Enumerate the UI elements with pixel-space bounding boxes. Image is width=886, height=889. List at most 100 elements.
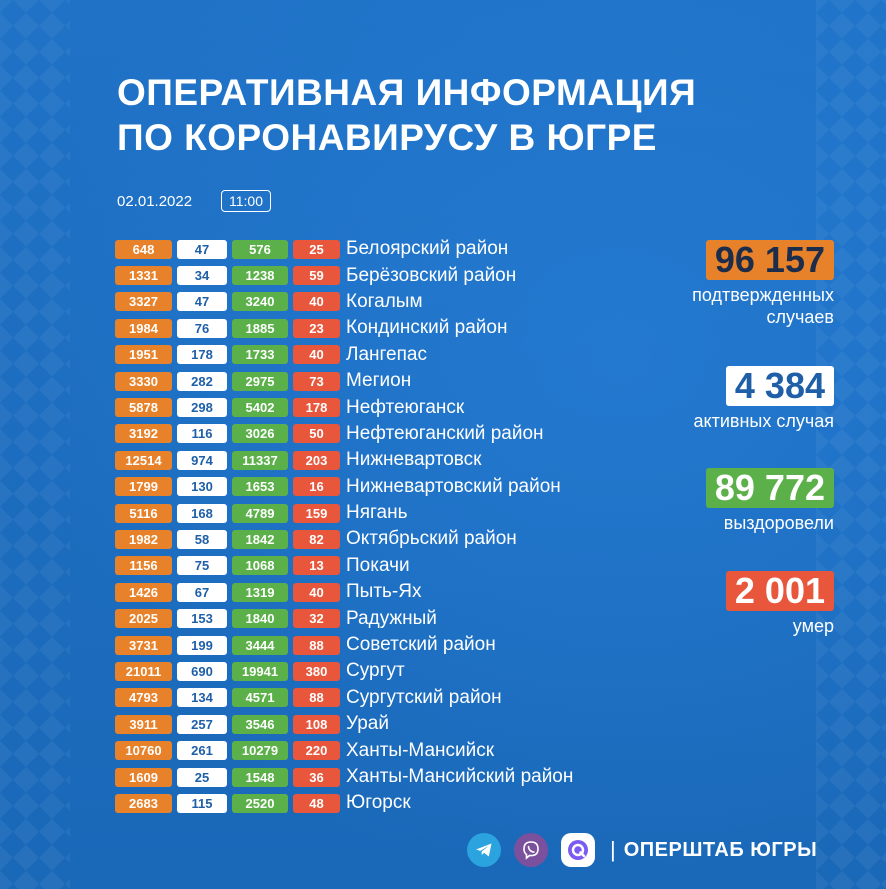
cell-active: 116: [177, 424, 227, 444]
cell-total: 648: [115, 239, 172, 259]
cell-total: 21011: [115, 661, 172, 681]
cell-recovered: 1842: [232, 529, 288, 549]
table-row: 21011 690 19941 380 Сургут: [115, 658, 573, 684]
table-row: 2025 153 1840 32 Радужный: [115, 605, 573, 631]
district-name: Нижневартовск: [346, 449, 482, 471]
cell-deaths: 40: [293, 292, 340, 312]
summary-confirmed: 96 157 подтвержденных случаев: [692, 240, 834, 328]
cell-deaths: 40: [293, 345, 340, 365]
viber-icon[interactable]: [514, 833, 548, 867]
confirmed-label-2: случаев: [766, 307, 834, 327]
cell-deaths: 82: [293, 529, 340, 549]
cell-active: 257: [177, 714, 227, 734]
district-name: Ханты-Мансийск: [346, 739, 495, 761]
cell-recovered: 4571: [232, 688, 288, 708]
table-row: 648 47 576 25 Белоярский район: [115, 236, 573, 262]
cell-deaths: 23: [293, 318, 340, 338]
cell-active: 47: [177, 239, 227, 259]
district-name: Советский район: [346, 634, 496, 656]
cell-recovered: 5402: [232, 398, 288, 418]
footer-brand: ОПЕРШТАБ ЮГРЫ: [623, 838, 818, 861]
table-row: 5116 168 4789 159 Нягань: [115, 500, 573, 526]
cell-deaths: 32: [293, 609, 340, 629]
cell-deaths: 108: [293, 714, 340, 734]
cell-total: 3327: [115, 292, 172, 312]
title-line-1: ОПЕРАТИВНАЯ ИНФОРМАЦИЯ: [117, 72, 697, 113]
cell-total: 1609: [115, 767, 172, 787]
summary-deaths: 2 001 умер: [725, 571, 834, 637]
cell-total: 1799: [115, 477, 172, 497]
cell-recovered: 2975: [232, 371, 288, 391]
table-row: 5878 298 5402 178 Нефтеюганск: [115, 394, 573, 420]
cell-deaths: 178: [293, 398, 340, 418]
deaths-value: 2 001: [725, 571, 834, 611]
page-title: ОПЕРАТИВНАЯ ИНФОРМАЦИЯ ПО КОРОНАВИРУСУ В…: [117, 70, 696, 160]
recovered-label: выздоровели: [723, 513, 834, 533]
cell-total: 1156: [115, 556, 172, 576]
table-row: 3327 47 3240 40 Когалым: [115, 289, 573, 315]
summary-recovered: 89 772 выздоровели: [705, 468, 834, 534]
cell-recovered: 3444: [232, 635, 288, 655]
cell-deaths: 16: [293, 477, 340, 497]
district-name: Кондинский район: [346, 317, 508, 339]
title-line-2: ПО КОРОНАВИРУСУ В ЮГРЕ: [117, 117, 657, 158]
cell-active: 34: [177, 266, 227, 286]
cell-deaths: 48: [293, 793, 340, 813]
cell-total: 1951: [115, 345, 172, 365]
cell-deaths: 220: [293, 741, 340, 761]
ornament-right: [816, 0, 886, 889]
cell-recovered: 1238: [232, 266, 288, 286]
cell-total: 5116: [115, 503, 172, 523]
cell-deaths: 88: [293, 688, 340, 708]
table-row: 1982 58 1842 82 Октябрьский район: [115, 526, 573, 552]
table-row: 10760 261 10279 220 Ханты-Мансийск: [115, 737, 573, 763]
active-value: 4 384: [725, 366, 834, 406]
cell-total: 1331: [115, 266, 172, 286]
table-row: 3192 116 3026 50 Нефтеюганский район: [115, 421, 573, 447]
cell-active: 298: [177, 398, 227, 418]
cell-active: 58: [177, 529, 227, 549]
cell-active: 76: [177, 318, 227, 338]
cell-total: 1426: [115, 582, 172, 602]
cell-deaths: 50: [293, 424, 340, 444]
district-name: Белоярский район: [346, 238, 509, 260]
cell-recovered: 2520: [232, 793, 288, 813]
district-table: 648 47 576 25 Белоярский район 1331 34 1238 59 Бе…: [115, 236, 573, 817]
district-name: Октябрьский район: [346, 528, 517, 550]
footer: | ОПЕРШТАБ ЮГРЫ: [467, 833, 817, 867]
cell-active: 47: [177, 292, 227, 312]
district-name: Сургут: [346, 660, 405, 682]
yandex-q-icon[interactable]: [561, 833, 595, 867]
cell-active: 261: [177, 741, 227, 761]
cell-recovered: 19941: [232, 661, 288, 681]
district-name: Нягань: [346, 502, 408, 524]
cell-deaths: 59: [293, 266, 340, 286]
cell-deaths: 36: [293, 767, 340, 787]
table-row: 1331 34 1238 59 Берёзовский район: [115, 262, 573, 288]
district-name: Югорск: [346, 792, 411, 814]
district-name: Мегион: [346, 370, 412, 392]
cell-recovered: 3546: [232, 714, 288, 734]
recovered-value: 89 772: [705, 468, 834, 508]
cell-total: 3192: [115, 424, 172, 444]
cell-active: 67: [177, 582, 227, 602]
cell-total: 3911: [115, 714, 172, 734]
cell-active: 115: [177, 793, 227, 813]
cell-deaths: 88: [293, 635, 340, 655]
cell-active: 153: [177, 609, 227, 629]
cell-active: 25: [177, 767, 227, 787]
cell-total: 2025: [115, 609, 172, 629]
cell-active: 168: [177, 503, 227, 523]
cell-recovered: 10279: [232, 741, 288, 761]
cell-recovered: 1840: [232, 609, 288, 629]
footer-separator: |: [610, 837, 616, 862]
report-time: 11:00: [221, 190, 271, 212]
district-name: Пыть-Ях: [346, 581, 422, 603]
active-label: активных случая: [693, 411, 834, 431]
telegram-icon[interactable]: [467, 833, 501, 867]
district-name: Радужный: [346, 607, 437, 629]
table-row: 3911 257 3546 108 Урай: [115, 711, 573, 737]
table-row: 1984 76 1885 23 Кондинский район: [115, 315, 573, 341]
table-row: 2683 115 2520 48 Югорск: [115, 790, 573, 816]
